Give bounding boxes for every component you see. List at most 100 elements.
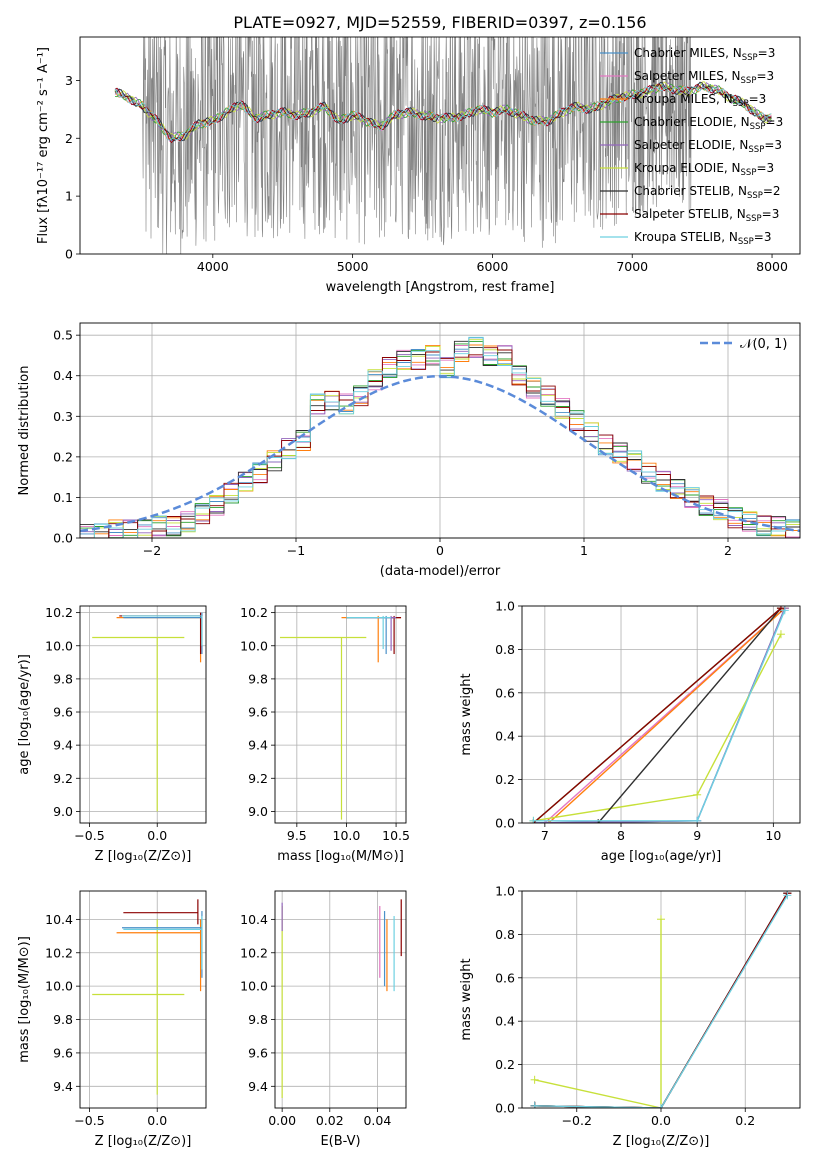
- x-axis-label: wavelength [Angstrom, rest frame]: [326, 280, 555, 295]
- x-tick-label: 7000: [616, 259, 648, 274]
- y-tick-label: 10.0: [45, 638, 73, 653]
- x-tick-label: −0.5: [74, 1113, 104, 1128]
- x-tick-label: 8: [617, 828, 625, 843]
- y-tick-label: 1.0: [495, 884, 515, 899]
- y-tick-label: 1.0: [495, 599, 515, 614]
- y-tick-label: 9.2: [53, 771, 73, 786]
- y-tick-label: 0.4: [495, 729, 515, 744]
- legend-label: 𝒩(0, 1): [740, 337, 787, 352]
- x-tick-label: 7: [541, 828, 549, 843]
- legend-label: Chabrier STELIB, NSSP=2: [634, 184, 781, 201]
- y-tick-label: 0.5: [53, 328, 73, 343]
- x-tick-label: 4000: [197, 259, 229, 274]
- axes-frame: [79, 36, 801, 255]
- legend-label: Kroupa ELODIE, NSSP=3: [634, 161, 774, 178]
- x-axis-label: (data-model)/error: [380, 564, 501, 579]
- y-tick-label: 0.0: [53, 531, 73, 546]
- panel-weight-vs-age: 7 8 9 10 0.0 0.2 0.4 0.6 0.8 1.0 age [log₁₀(age/yr…: [459, 599, 801, 864]
- x-tick-label: −2: [143, 543, 161, 558]
- plot-area: [529, 606, 789, 823]
- y-tick-label: 10.4: [45, 912, 73, 927]
- x-tick-label: −0.5: [74, 828, 104, 843]
- x-tick-label: 0.0: [147, 1113, 167, 1128]
- y-tick-label: 0.0: [495, 1101, 515, 1116]
- panel-weight-vs-Z: −0.2 0.0 0.2 0.0 0.2 0.4 0.6 0.8 1.0 Z [log₁₀(Z/Z…: [459, 884, 801, 1149]
- panel-mass-vs-Z: −0.5 0.0 9.4 9.6 9.8 10.0 10.2 10.4 Z [log₁₀(Z/Z…: [17, 890, 207, 1149]
- normal-curve: [80, 374, 800, 533]
- axes-frame: [79, 605, 207, 824]
- y-tick-label: 9.6: [248, 705, 268, 720]
- y-tick-label: 0.6: [495, 685, 515, 700]
- y-axis-label: age [log₁₀(age/yr)]: [17, 654, 32, 775]
- y-tick-label: 0.4: [495, 1014, 515, 1029]
- y-tick-label: 9.4: [53, 738, 73, 753]
- x-axis-label: Z [log₁₀(Z/Z⊙)]: [95, 1134, 192, 1149]
- legend-label: Kroupa STELIB, NSSP=3: [634, 230, 772, 247]
- x-tick-label: 5000: [337, 259, 369, 274]
- legend: Chabrier MILES, NSSP=3 Salpeter MILES, NS…: [600, 46, 783, 247]
- y-tick-label: 0.8: [495, 927, 515, 942]
- weight-series-5: [533, 633, 782, 822]
- y-tick-label: 9.0: [53, 804, 73, 819]
- legend-label: Chabrier ELODIE, NSSP=3: [634, 115, 783, 132]
- x-tick-label: 0: [436, 543, 444, 558]
- x-tick-label: 0.2: [735, 1113, 755, 1128]
- y-tick-label: 9.6: [53, 1045, 73, 1060]
- y-tick-label: 0.0: [495, 816, 515, 831]
- x-tick-label: 0.04: [363, 1113, 391, 1128]
- y-tick-label: 0.1: [53, 490, 73, 505]
- x-tick-label: 8000: [756, 259, 788, 274]
- panel-age-vs-mass: 9.5 10.0 10.5 9.0 9.2 9.4 9.6 9.8 10.0 10.2 mass […: [240, 605, 410, 864]
- y-tick-label: 10.2: [45, 605, 73, 620]
- y-tick-label: 9.4: [248, 738, 268, 753]
- y-tick-label: 2: [65, 131, 73, 146]
- axes-frame: [274, 605, 407, 824]
- y-tick-label: 9.0: [248, 804, 268, 819]
- plot-area: [279, 615, 402, 820]
- model-spectrum-4: [114, 82, 772, 138]
- legend-label: Salpeter ELODIE, NSSP=3: [634, 138, 782, 155]
- axes-frame: [521, 605, 801, 824]
- y-axis-label: mass [log₁₀(M/M⊙)]: [17, 936, 32, 1063]
- histogram-8: [80, 336, 800, 538]
- x-axis-label: age [log₁₀(age/yr)]: [601, 849, 722, 864]
- legend-label: Kroupa MILES, NSSP=3: [634, 92, 766, 109]
- y-tick-label: 9.8: [248, 1012, 268, 1027]
- x-tick-label: 0.02: [316, 1113, 344, 1128]
- y-tick-label: 10.2: [240, 605, 268, 620]
- x-tick-label: 0.0: [651, 1113, 671, 1128]
- x-tick-label: 9: [693, 828, 701, 843]
- y-tick-label: 9.4: [248, 1079, 268, 1094]
- legend-label: Salpeter MILES, NSSP=3: [634, 69, 774, 86]
- model-spectrum-6: [114, 81, 772, 142]
- plot-area: [281, 899, 402, 1098]
- plot-area: [530, 891, 792, 1108]
- y-tick-label: 0.6: [495, 970, 515, 985]
- y-tick-label: 3: [65, 73, 73, 88]
- model-spectrum-8: [114, 85, 772, 141]
- y-tick-label: 0: [65, 247, 73, 262]
- x-tick-label: 10: [765, 828, 781, 843]
- x-tick-label: 0.0: [147, 828, 167, 843]
- weight-series-6: [597, 607, 782, 823]
- y-tick-label: 9.8: [53, 671, 73, 686]
- axes-frame: [521, 890, 801, 1109]
- x-tick-label: 1: [580, 543, 588, 558]
- legend-label: Chabrier MILES, NSSP=3: [634, 46, 775, 63]
- weight-series-5: [534, 919, 662, 1108]
- x-axis-label: mass [log₁₀(M/M⊙)]: [277, 849, 404, 864]
- y-tick-label: 0.8: [495, 642, 515, 657]
- y-tick-label: 9.8: [248, 671, 268, 686]
- y-tick-label: 0.2: [495, 1057, 515, 1072]
- observed-spectrum: [114, 37, 773, 254]
- legend: 𝒩(0, 1): [700, 337, 787, 352]
- x-tick-label: −1: [287, 543, 305, 558]
- x-tick-label: 9.5: [287, 828, 307, 843]
- plot-area: [80, 336, 800, 538]
- plot-area: [92, 612, 203, 812]
- y-tick-label: 9.4: [53, 1079, 73, 1094]
- axes-frame: [274, 890, 407, 1109]
- y-axis-label: mass weight: [459, 958, 474, 1040]
- x-tick-label: 10.5: [382, 828, 410, 843]
